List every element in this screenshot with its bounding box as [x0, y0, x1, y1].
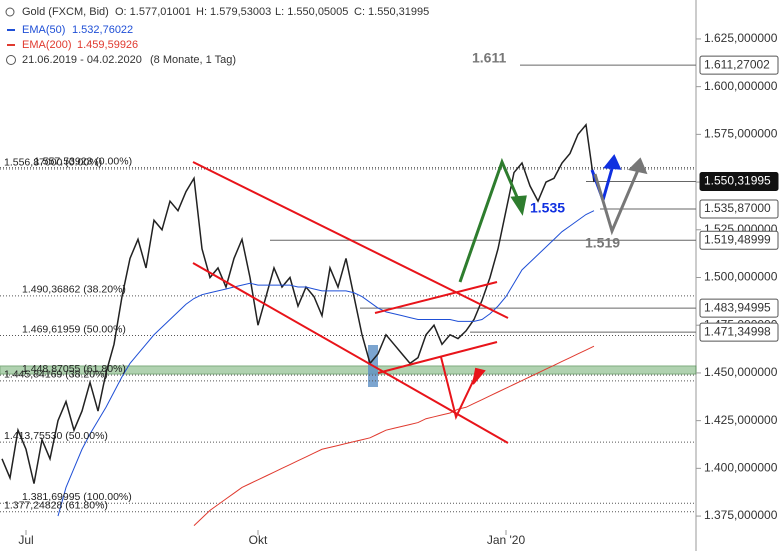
y-tick-label: 1.625,000000: [704, 31, 778, 45]
fib-label: 1.413,75530 (50.00%): [4, 430, 108, 442]
x-tick-label: Jul: [18, 533, 33, 547]
price-box: [699, 322, 779, 342]
date-range-note: (8 Monate, 1 Tag): [150, 54, 236, 66]
ema-line: [193, 345, 595, 526]
icon: [5, 7, 15, 17]
fib-label: 1.469,61959 (50.00%): [22, 323, 126, 335]
legend-label: EMA(50): [22, 24, 65, 36]
fib-label: 1.377,24828 (61.80%): [4, 500, 108, 512]
legend-value: 1.459,59926: [77, 39, 138, 51]
fib-label: 1.448,87055 (61.80%): [22, 363, 126, 375]
price-box: [699, 298, 779, 318]
annotation: 1.611: [472, 50, 506, 66]
drawings: [593, 157, 648, 236]
y-tick-label: 1.575,000000: [704, 127, 778, 141]
fib-label: 1.381,69995 (100.00%): [22, 491, 132, 503]
y-tick-label: 1.600,000000: [704, 79, 778, 93]
ohlc: C: 1.550,31995: [354, 6, 429, 18]
price-label: 1.519,48999: [704, 232, 771, 246]
drawings: [458, 157, 527, 283]
price-label: 1.483,94995: [704, 300, 771, 314]
price-label: 1.471,34998: [704, 324, 771, 338]
ohlc: O: 1.577,01001: [115, 6, 191, 18]
arrow: [440, 356, 477, 420]
icon: [6, 55, 16, 65]
annotation: 1.519: [585, 235, 620, 251]
wedge-line: [377, 341, 498, 374]
x-tick-label: Jan '20: [487, 533, 526, 547]
wedge-line: [374, 281, 498, 314]
y-tick-label: 1.375,000000: [704, 508, 778, 522]
legend-label: EMA(200): [22, 39, 72, 51]
ema-line: [57, 210, 595, 517]
drawings: [192, 161, 509, 444]
y-tick-label: 1.450,000000: [704, 365, 778, 379]
x-tick-label: Okt: [249, 533, 268, 547]
price-line: [1, 123, 595, 484]
y-tick-label: 1.500,000000: [704, 270, 778, 284]
price-box: [699, 199, 779, 219]
y-tick-label: 1.400,000000: [704, 461, 778, 475]
y-tick-label: 1.425,000000: [704, 413, 778, 427]
price-box: [699, 230, 779, 250]
fib-label: 1.557,53923 (0.00%): [34, 155, 132, 167]
annotation: 1.535: [530, 200, 565, 216]
fib-label: 1.556,87000 (0.00%): [4, 157, 102, 169]
header: Gold (FXCM, Bid) O: 1.577,01001 H: 1.579…: [5, 6, 429, 66]
price-label: 1.535,87000: [704, 201, 771, 215]
price-label: 1.611,27002: [704, 57, 770, 71]
arrow-head: [472, 367, 486, 385]
support-zone: [0, 365, 697, 375]
ohlc: H: 1.579,53003: [196, 6, 271, 18]
ohlc: L: 1.550,05005: [275, 6, 348, 18]
legend-value: 1.532,76022: [72, 24, 133, 36]
legend-label: Gold (FXCM, Bid): [22, 6, 109, 18]
price-box: [699, 171, 779, 191]
price-label: 1.550,31995: [704, 174, 771, 188]
date-range: 21.06.2019 - 04.02.2020: [22, 54, 142, 66]
price-box: [699, 55, 779, 75]
fib-label: 1.445,84169 (38.20%): [4, 369, 108, 381]
fib-label: 1.490,36862 (38.20%): [22, 284, 126, 296]
